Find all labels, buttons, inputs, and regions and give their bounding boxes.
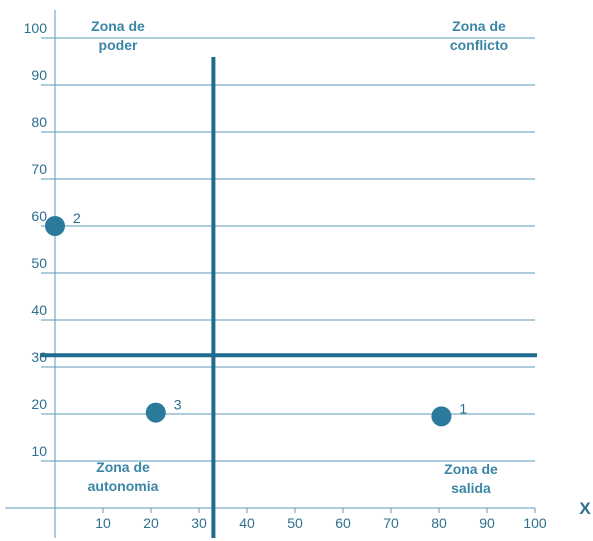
y-tick-label-80: 80 <box>31 114 47 130</box>
y-tick-label-20: 20 <box>31 396 47 412</box>
y-tick-label-50: 50 <box>31 255 47 271</box>
x-tick-label-30: 30 <box>191 515 207 531</box>
y-tick-label-30: 30 <box>31 349 47 365</box>
y-tick-label-60: 60 <box>31 208 47 224</box>
quadrant-dividers <box>40 57 537 538</box>
x-tick-label-60: 60 <box>335 515 351 531</box>
x-tick-label-80: 80 <box>431 515 447 531</box>
x-tick-label-100: 100 <box>523 515 547 531</box>
zone-label-bottom-left: Zona de autonomia <box>88 459 159 494</box>
data-point-2 <box>45 216 65 236</box>
y-tick-label-10: 10 <box>31 443 47 459</box>
data-point-label-1: 1 <box>459 400 467 416</box>
x-tick-label-70: 70 <box>383 515 399 531</box>
x-tick-labels: 10 20 30 40 50 60 70 80 90 100 <box>95 515 547 531</box>
data-point-1 <box>431 406 452 427</box>
x-tick-label-90: 90 <box>479 515 495 531</box>
data-point-label-3: 3 <box>174 397 182 413</box>
x-tick-label-50: 50 <box>287 515 303 531</box>
x-axis-label: X <box>579 499 591 518</box>
zone-label-top-left: Zona de poder <box>91 18 145 53</box>
x-tick-label-40: 40 <box>239 515 255 531</box>
zone-label-top-right: Zona de conflicto <box>450 18 508 53</box>
x-tick-label-20: 20 <box>143 515 159 531</box>
y-tick-label-70: 70 <box>31 161 47 177</box>
data-point-label-2: 2 <box>73 210 81 226</box>
zone-label-bottom-right: Zona de salida <box>444 461 498 496</box>
y-tick-labels: 10 20 30 40 50 60 70 80 90 100 <box>24 20 48 459</box>
axes <box>5 10 536 538</box>
data-point-3 <box>145 402 166 423</box>
x-tick-label-10: 10 <box>95 515 111 531</box>
data-points: 1 2 3 <box>45 210 467 427</box>
gridlines <box>41 37 535 462</box>
y-tick-label-40: 40 <box>31 302 47 318</box>
y-tick-label-100: 100 <box>24 20 48 36</box>
y-tick-label-90: 90 <box>31 67 47 83</box>
zone-labels: Zona de poder Zona de conflicto Zona de auton… <box>88 18 509 496</box>
